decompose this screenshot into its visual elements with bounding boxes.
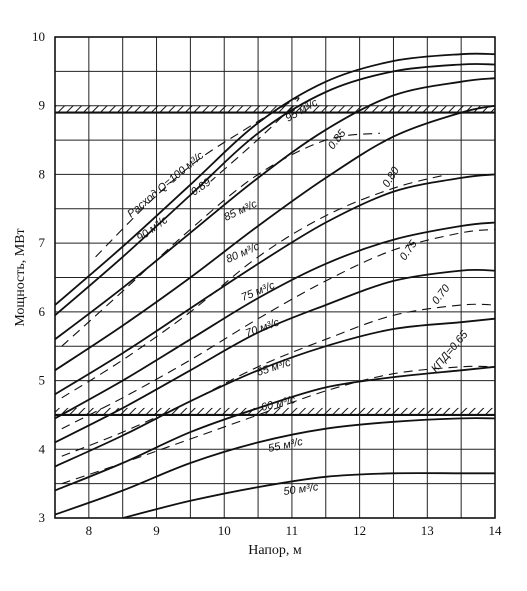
- efficiency-curve: [61, 365, 496, 485]
- y-tick-label: 7: [39, 235, 46, 250]
- flow-curve: [54, 77, 496, 341]
- limit-hatch-upper: [55, 105, 495, 113]
- efficiency-curve: [61, 228, 496, 430]
- x-tick-label: 9: [153, 523, 160, 538]
- y-tick-label: 9: [39, 98, 46, 113]
- y-tick-labels: 3 4 5 6 7 8 9 10: [32, 29, 46, 525]
- efficiency-curves: [61, 97, 496, 485]
- efficiency-curve: [61, 173, 448, 399]
- efficiency-curve: [61, 303, 496, 457]
- efficiency-label: 0.80: [380, 164, 402, 189]
- flow-curve: [54, 173, 496, 396]
- flow-curve: [54, 221, 496, 420]
- x-axis-title: Напор, м: [248, 543, 302, 558]
- x-tick-label: 11: [286, 523, 299, 538]
- y-tick-label: 3: [39, 510, 46, 525]
- flow-curve: [122, 472, 495, 519]
- y-tick-label: 8: [39, 166, 46, 181]
- x-tick-label: 13: [421, 523, 434, 538]
- efficiency-label: 0.89: [189, 176, 213, 198]
- y-tick-label: 10: [32, 29, 45, 44]
- y-tick-label: 5: [39, 373, 46, 388]
- flow-curve: [54, 63, 496, 316]
- y-axis-title: Мощность, МВт: [13, 228, 28, 326]
- flow-curve: [54, 268, 496, 444]
- flow-curve: [54, 317, 496, 468]
- plot-frame: [54, 36, 496, 519]
- efficiency-label: 0.75: [398, 238, 421, 263]
- flow-curve: [54, 104, 496, 372]
- flow-curve: [54, 417, 496, 516]
- x-tick-label: 12: [353, 523, 366, 538]
- limit-hatch-lower: [55, 407, 495, 415]
- efficiency-label: 0.70: [430, 282, 453, 307]
- flow-label: 70 м³/с: [244, 316, 282, 339]
- flow-label: 80 м³/с: [224, 240, 261, 265]
- flow-label: 50 м³/с: [283, 481, 320, 498]
- x-tick-labels: 8 9 10 11 12 13 14: [86, 523, 502, 538]
- x-tick-label: 8: [86, 523, 93, 538]
- limit-lines: [55, 105, 495, 417]
- efficiency-label: 0.85: [326, 127, 349, 152]
- flow-curve: [54, 52, 496, 306]
- x-tick-label: 14: [489, 523, 503, 538]
- y-tick-label: 4: [39, 441, 46, 456]
- y-tick-label: 6: [39, 304, 46, 319]
- flow-curves: [54, 52, 496, 519]
- efficiency-curve: [61, 132, 380, 347]
- flow-curve: [54, 365, 496, 492]
- x-tick-label: 10: [218, 523, 231, 538]
